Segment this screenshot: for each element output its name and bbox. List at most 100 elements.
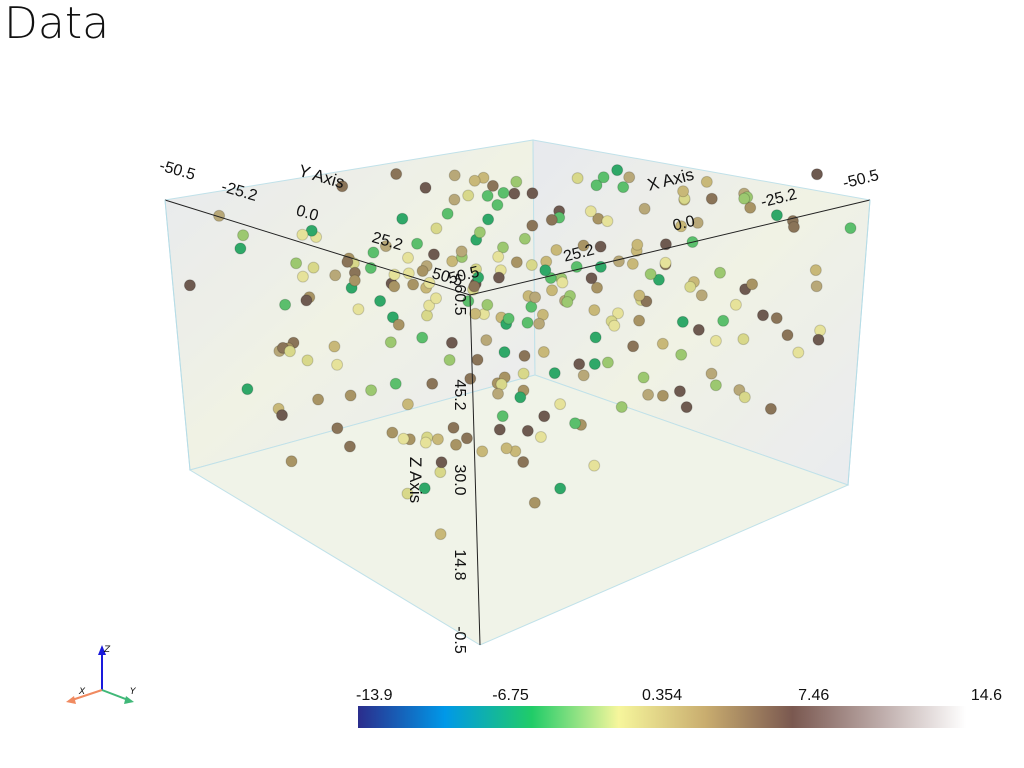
sphere <box>397 432 410 445</box>
sphere <box>705 367 718 380</box>
sphere <box>402 251 414 264</box>
y-tick-label: 0.0 <box>294 202 320 225</box>
sphere <box>374 295 387 307</box>
sphere <box>518 232 531 245</box>
sphere <box>656 389 669 402</box>
sphere <box>510 256 523 269</box>
sphere <box>416 265 429 277</box>
sphere <box>642 388 655 401</box>
sphere <box>534 431 547 443</box>
sphere <box>423 299 436 312</box>
sphere <box>589 331 602 344</box>
sphere <box>700 175 713 188</box>
axis-ticks: 50.525.20.0-25.2-50.5-50.5-25.20.025.250… <box>157 157 880 653</box>
sphere <box>526 219 539 232</box>
sphere <box>550 244 563 256</box>
sphere <box>423 276 436 289</box>
sphere <box>307 261 320 274</box>
sphere <box>673 385 686 398</box>
points <box>183 164 857 541</box>
sphere <box>692 323 705 336</box>
sphere <box>283 345 296 358</box>
sphere <box>455 245 468 258</box>
sphere <box>491 199 504 211</box>
sphere <box>344 389 357 402</box>
sphere <box>539 264 552 277</box>
sphere <box>764 402 777 415</box>
sphere <box>677 185 690 198</box>
sphere <box>526 187 539 200</box>
sphere <box>486 179 499 192</box>
sphere <box>446 255 459 268</box>
sphere <box>844 222 857 235</box>
sphere <box>492 387 504 400</box>
sphere <box>213 209 226 222</box>
title: Data <box>4 0 109 49</box>
sphere <box>430 222 443 235</box>
sphere <box>659 256 672 269</box>
sphere <box>418 482 431 495</box>
sphere <box>529 291 542 304</box>
sphere <box>812 333 825 346</box>
sphere <box>615 401 628 413</box>
sphere <box>514 391 527 404</box>
sphere <box>533 317 546 330</box>
sphere <box>518 349 531 362</box>
sphere <box>591 281 603 294</box>
sphere <box>183 279 196 292</box>
sphere <box>388 280 401 293</box>
sphere <box>585 272 598 285</box>
sphere <box>296 270 309 283</box>
sphere <box>729 298 742 311</box>
sphere <box>492 250 505 263</box>
sphere <box>508 187 521 200</box>
sphere <box>627 340 640 353</box>
sphere <box>601 215 614 228</box>
sphere <box>481 298 494 311</box>
sphere <box>597 171 610 184</box>
sphere <box>401 398 414 411</box>
sphere <box>431 433 444 446</box>
sphere <box>285 455 298 468</box>
sphere <box>652 273 665 286</box>
sphere <box>633 289 646 302</box>
sphere <box>352 303 365 316</box>
sphere <box>447 421 460 434</box>
sphere <box>554 482 567 495</box>
sphere <box>276 409 288 422</box>
sphere <box>493 423 506 436</box>
sphere <box>584 205 597 218</box>
x-tick-label: 0.0 <box>671 213 697 235</box>
sphere <box>497 241 509 254</box>
sphere <box>460 432 473 445</box>
sphere <box>379 240 392 253</box>
orientation-widget: X Y Z <box>66 645 137 704</box>
sphere <box>546 284 558 297</box>
orient-y: Y <box>130 687 137 697</box>
sphere <box>810 280 823 293</box>
sphere <box>419 181 432 194</box>
colorbar-tick-label: -6.75 <box>492 687 529 704</box>
sphere <box>781 329 794 342</box>
sphere <box>279 298 292 311</box>
sphere <box>331 422 344 435</box>
sphere <box>468 280 481 293</box>
sphere <box>714 266 726 279</box>
sphere <box>384 336 397 349</box>
sphere <box>367 246 380 259</box>
colorbar-tick-label: 14.6 <box>971 687 1002 704</box>
sphere <box>744 201 757 214</box>
sphere <box>443 354 456 366</box>
z-tick-label: -0.5 <box>451 626 468 654</box>
colorbar-gradient <box>358 706 966 728</box>
sphere <box>525 259 538 271</box>
sphere <box>811 168 823 181</box>
sphere <box>348 274 361 287</box>
sphere <box>611 164 624 177</box>
sphere <box>612 255 625 268</box>
sphere <box>659 238 672 251</box>
bounding-box <box>164 139 871 646</box>
sphere <box>434 466 447 479</box>
sphere <box>290 257 303 270</box>
sphere <box>590 179 603 192</box>
